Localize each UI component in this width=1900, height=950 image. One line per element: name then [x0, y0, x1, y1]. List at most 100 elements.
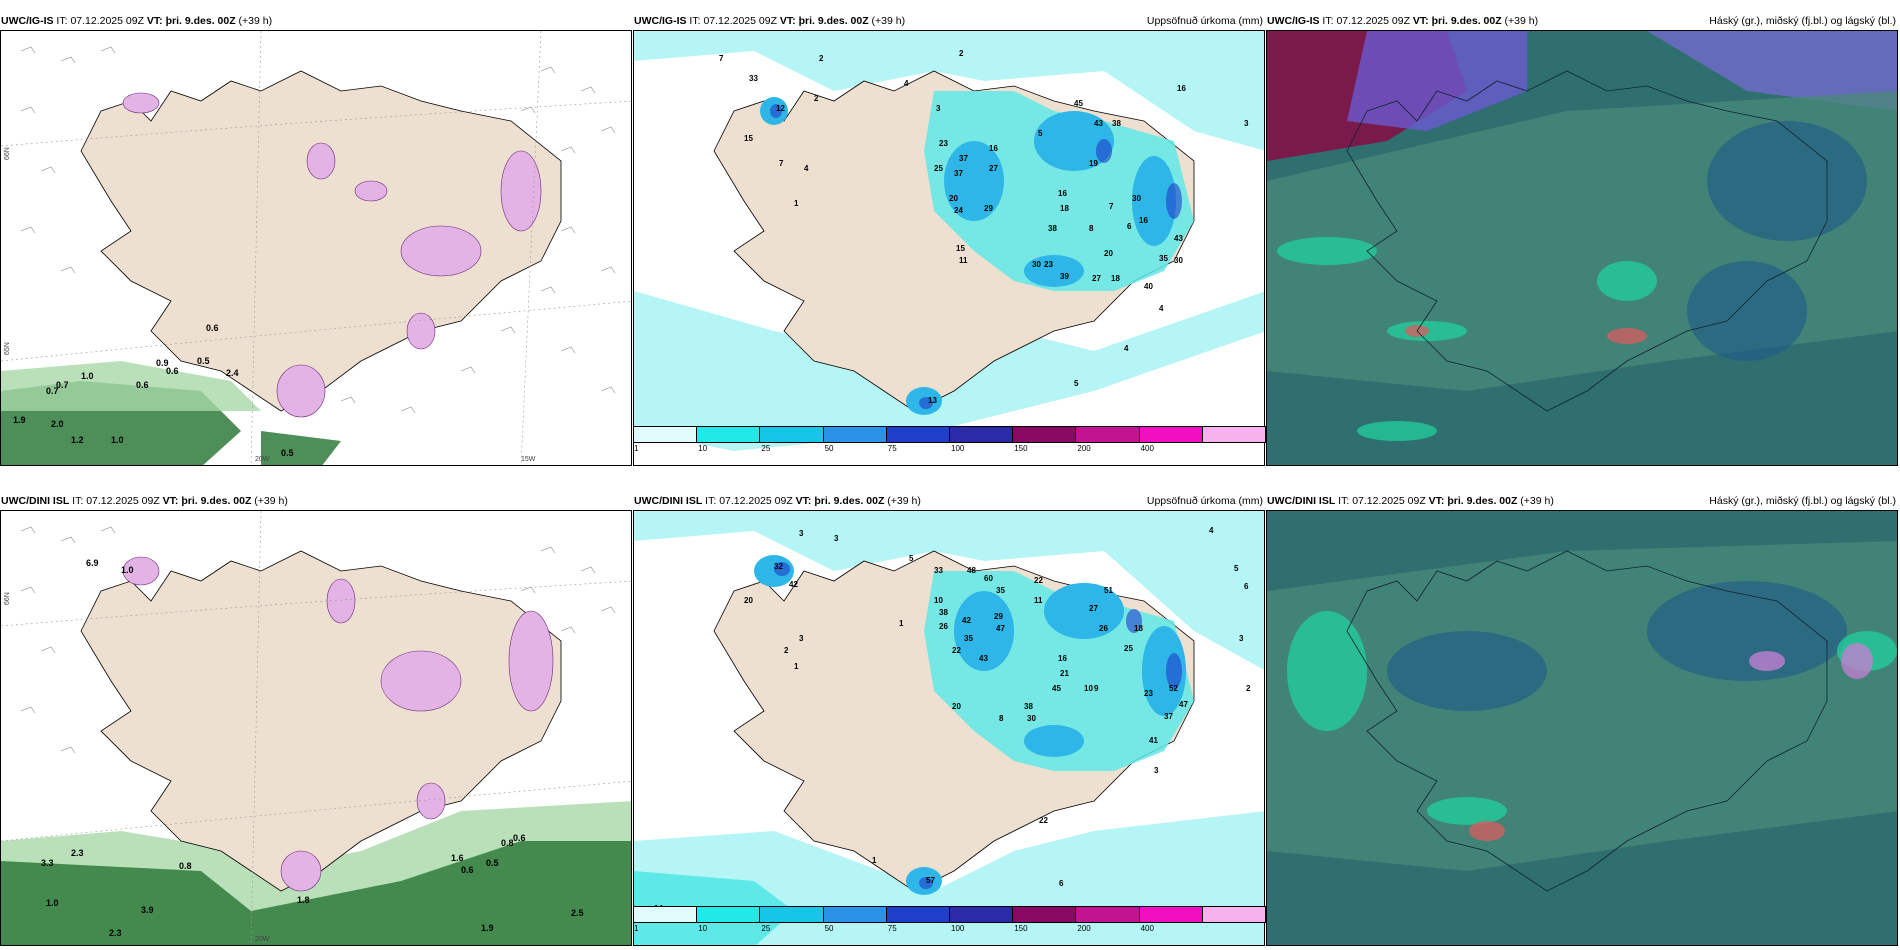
colorbar-tick: 100 — [951, 444, 965, 453]
svg-text:1: 1 — [794, 199, 799, 208]
svg-text:10: 10 — [934, 596, 943, 605]
svg-text:45: 45 — [1052, 684, 1061, 693]
colorbar-cell — [885, 426, 950, 443]
svg-text:24: 24 — [954, 206, 963, 215]
svg-text:2.4: 2.4 — [226, 368, 239, 378]
map-clouds-top[interactable] — [1266, 30, 1898, 466]
svg-text:6.9: 6.9 — [86, 558, 99, 568]
vt-value: þri. 9.des. 00Z — [814, 495, 885, 507]
svg-text:13: 13 — [928, 396, 937, 405]
lon-label-15: 15W — [521, 456, 536, 463]
svg-text:7: 7 — [779, 159, 784, 168]
map-precip-svg: 7 2 4 2 33 12 15 7 4 1 2 3 23 37 25 37 2… — [634, 31, 1264, 465]
colorbar-cell — [633, 906, 698, 923]
svg-text:32: 32 — [774, 562, 783, 571]
svg-text:33: 33 — [934, 566, 943, 575]
precip-values: 7 2 4 2 33 12 15 7 4 1 2 3 23 37 25 37 2… — [646, 49, 1249, 438]
svg-text:4: 4 — [904, 79, 909, 88]
svg-text:4: 4 — [804, 164, 809, 173]
it-value: 07.12.2025 09Z — [703, 15, 777, 27]
it-value: 07.12.2025 09Z — [86, 495, 160, 507]
svg-text:0.6: 0.6 — [166, 366, 179, 376]
vt-value: þri. 9.des. 00Z — [165, 15, 236, 27]
svg-text:3: 3 — [936, 104, 941, 113]
colorbar-cell — [1012, 906, 1077, 923]
panel-title: Háský (gr.), miðský (fj.bl.) og lágský (… — [1709, 495, 1896, 507]
lon-label-20: 20W — [255, 936, 270, 943]
svg-text:35: 35 — [996, 586, 1005, 595]
svg-text:22: 22 — [1034, 576, 1043, 585]
model-name: UWC/IG-IS — [634, 15, 687, 27]
svg-text:30: 30 — [1174, 256, 1183, 265]
lat-label-66: 66N — [4, 147, 11, 160]
colorbar-tick: 50 — [824, 924, 834, 933]
svg-text:23: 23 — [939, 139, 948, 148]
colorbar-tick: 25 — [761, 924, 771, 933]
colorbar-tick: 200 — [1077, 924, 1091, 933]
iceland-outline — [1346, 550, 1828, 892]
map-precip-top[interactable]: 7 2 4 2 33 12 15 7 4 1 2 3 23 37 25 37 2… — [633, 30, 1265, 466]
model-name: UWC/IG-IS — [1267, 15, 1320, 27]
map-wind-svg: 66N 65N 20W 15W 0.6 1.0 0.7 0.7 0.9 0.5 … — [1, 31, 631, 465]
panel-title: Uppsöfnuð úrkoma (mm) — [1146, 15, 1263, 27]
svg-text:15: 15 — [956, 244, 965, 253]
svg-text:16: 16 — [1177, 84, 1186, 93]
svg-text:20: 20 — [949, 194, 958, 203]
map-clouds-bottom[interactable] — [1266, 510, 1898, 946]
colorbar-cell — [822, 426, 887, 443]
svg-text:23: 23 — [1044, 260, 1053, 269]
colorbar-tick: 75 — [887, 924, 897, 933]
svg-text:29: 29 — [994, 612, 1003, 621]
svg-text:1: 1 — [794, 662, 799, 671]
svg-text:5: 5 — [1074, 379, 1079, 388]
colorbar-cell — [1138, 906, 1203, 923]
svg-text:43: 43 — [979, 654, 988, 663]
it-label: IT: — [705, 495, 717, 507]
svg-text:1.0: 1.0 — [81, 371, 94, 381]
svg-text:7: 7 — [1109, 202, 1114, 211]
colorbar-cell — [696, 906, 761, 923]
svg-text:1: 1 — [872, 856, 877, 865]
vt-value: þri. 9.des. 00Z — [1431, 15, 1502, 27]
svg-text:0.5: 0.5 — [197, 356, 210, 366]
colorbar-tick: 10 — [698, 924, 708, 933]
svg-text:3: 3 — [799, 529, 804, 538]
svg-text:52: 52 — [1169, 684, 1178, 693]
svg-text:39: 39 — [1060, 272, 1069, 281]
svg-text:0.7: 0.7 — [46, 386, 59, 396]
svg-text:30: 30 — [1032, 260, 1041, 269]
svg-text:18: 18 — [1060, 204, 1069, 213]
svg-text:42: 42 — [789, 580, 798, 589]
lead-time: (+39 h) — [1504, 15, 1539, 27]
svg-text:4: 4 — [1209, 526, 1214, 535]
vt-label: VT: — [779, 15, 796, 27]
svg-text:27: 27 — [1089, 604, 1098, 613]
svg-text:30: 30 — [1132, 194, 1141, 203]
colorbar-tick: 25 — [761, 444, 771, 453]
svg-text:1.8: 1.8 — [297, 895, 310, 905]
svg-text:8: 8 — [999, 714, 1004, 723]
svg-text:16: 16 — [1139, 216, 1148, 225]
colorbar-cell — [822, 906, 887, 923]
colorbar: 1 10 25 50 75 100 150 200 400 — [633, 906, 1266, 946]
map-wind-bottom[interactable]: 66N 20W 6.9 1.0 2.3 3.3 0.8 3.9 2.3 1.8 … — [0, 510, 632, 946]
map-wind-top[interactable]: 66N 65N 20W 15W 0.6 1.0 0.7 0.7 0.9 0.5 … — [0, 30, 632, 466]
colorbar-cell — [1075, 906, 1140, 923]
lat-label-65: 65N — [4, 342, 11, 355]
panel-precip-top: UWC/IG-IS IT: 07.12.2025 09Z VT: þri. 9.… — [633, 12, 1266, 466]
lead-time: (+39 h) — [254, 495, 288, 507]
vt-label: VT: — [162, 495, 179, 507]
svg-text:2.3: 2.3 — [109, 928, 122, 938]
svg-text:38: 38 — [1112, 119, 1121, 128]
svg-text:0.7: 0.7 — [56, 380, 69, 390]
model-name: UWC/DINI ISL — [634, 495, 703, 507]
lead-time: (+39 h) — [871, 15, 906, 27]
map-precip-svg: 3 3 5 32 42 20 1 3 2 1 33 48 60 35 10 38… — [634, 511, 1264, 945]
map-clouds-svg — [1267, 511, 1897, 945]
model-name: UWC/DINI ISL — [1, 495, 70, 507]
svg-text:12: 12 — [776, 104, 785, 113]
it-label: IT: — [56, 15, 68, 27]
wind-labels: 6.9 1.0 2.3 3.3 0.8 3.9 2.3 1.8 1.0 1.6 … — [41, 558, 584, 938]
svg-text:16: 16 — [1058, 654, 1067, 663]
map-precip-bottom[interactable]: 3 3 5 32 42 20 1 3 2 1 33 48 60 35 10 38… — [633, 510, 1265, 946]
